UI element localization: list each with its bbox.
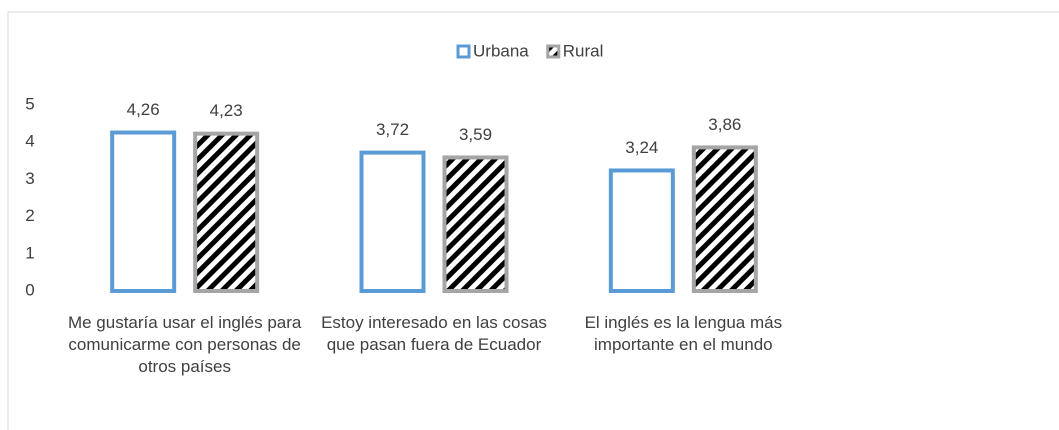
bar — [608, 168, 675, 293]
chart-border — [7, 11, 1059, 430]
data-label: 4,26 — [127, 100, 160, 119]
legend-swatch — [456, 44, 471, 59]
y-tick-label: 2 — [25, 206, 34, 225]
bar — [359, 150, 426, 293]
y-tick-label: 0 — [25, 280, 34, 299]
x-tick-label: El inglés es la lengua más importante en… — [584, 313, 783, 354]
y-tick-label: 4 — [25, 132, 34, 151]
data-label: 3,72 — [376, 120, 409, 139]
x-tick-label: Estoy interesado en las cosas que pasan … — [321, 313, 547, 354]
bar — [442, 155, 509, 293]
bar — [193, 131, 260, 293]
data-label: 3,24 — [625, 138, 658, 157]
legend-label: Urbana — [473, 41, 529, 60]
data-label: 4,23 — [210, 101, 243, 120]
legend-swatch — [546, 44, 561, 59]
y-tick-label: 3 — [25, 169, 34, 188]
legend-label: Rural — [563, 41, 604, 60]
y-tick-label: 1 — [25, 243, 34, 262]
data-label: 3,59 — [459, 125, 492, 144]
bar — [110, 130, 177, 293]
data-label: 3,86 — [708, 115, 741, 134]
x-tick-label: Me gustaría usar el inglés para comunica… — [67, 313, 302, 376]
bar — [691, 145, 758, 293]
y-tick-label: 5 — [25, 94, 34, 113]
